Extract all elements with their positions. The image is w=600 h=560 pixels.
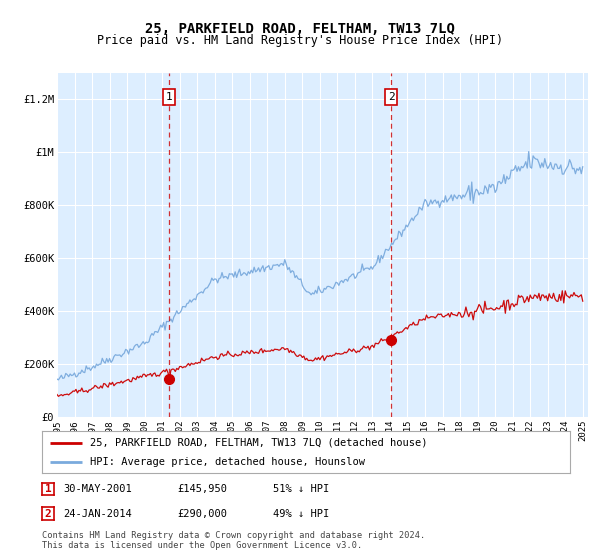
Text: 49% ↓ HPI: 49% ↓ HPI (273, 508, 329, 519)
Text: 1: 1 (166, 92, 173, 102)
Text: 25, PARKFIELD ROAD, FELTHAM, TW13 7LQ: 25, PARKFIELD ROAD, FELTHAM, TW13 7LQ (145, 22, 455, 36)
Text: 2: 2 (45, 508, 52, 519)
Text: 51% ↓ HPI: 51% ↓ HPI (273, 484, 329, 494)
Text: £145,950: £145,950 (177, 484, 227, 494)
Text: 30-MAY-2001: 30-MAY-2001 (63, 484, 132, 494)
Text: 1: 1 (45, 484, 52, 494)
Bar (169, 73, 391, 417)
Text: HPI: Average price, detached house, Hounslow: HPI: Average price, detached house, Houn… (89, 457, 365, 467)
Text: Contains HM Land Registry data © Crown copyright and database right 2024.
This d: Contains HM Land Registry data © Crown c… (42, 530, 425, 550)
Text: £290,000: £290,000 (177, 508, 227, 519)
Text: Price paid vs. HM Land Registry's House Price Index (HPI): Price paid vs. HM Land Registry's House … (97, 34, 503, 47)
Text: 25, PARKFIELD ROAD, FELTHAM, TW13 7LQ (detached house): 25, PARKFIELD ROAD, FELTHAM, TW13 7LQ (d… (89, 437, 427, 447)
Text: 2: 2 (388, 92, 395, 102)
Text: 24-JAN-2014: 24-JAN-2014 (63, 508, 132, 519)
